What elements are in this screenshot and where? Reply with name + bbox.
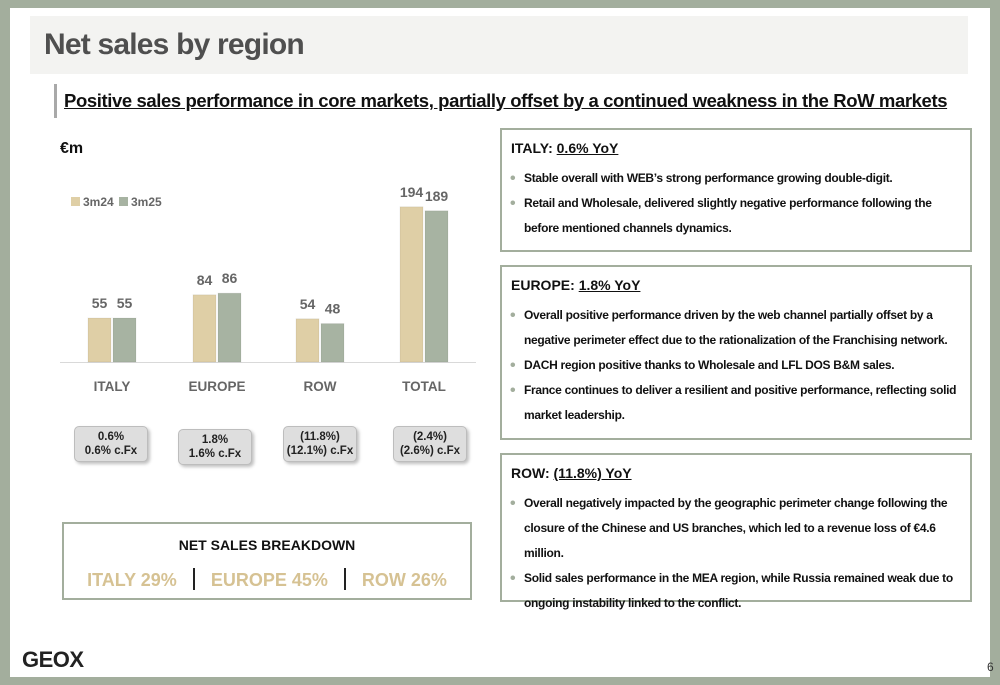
breakdown-divider	[192, 568, 195, 590]
bar-3m24-row	[295, 318, 320, 363]
data-label: 86	[222, 270, 238, 286]
data-label: 54	[300, 296, 316, 312]
breakdown-title: NET SALES BREAKDOWN	[178, 537, 356, 553]
yoy-row-cfx: (12.1%) c.Fx	[286, 445, 354, 457]
list-item: • DACH region positive thanks to Wholesal…	[508, 353, 964, 378]
bullet-icon: •	[510, 495, 516, 512]
bullet-text: DACH region positive thanks to Wholesale…	[524, 358, 895, 372]
bullet-icon: •	[510, 570, 516, 587]
legend-swatch	[71, 197, 80, 206]
list-item: • Retail and Wholesale, delivered slightl…	[508, 191, 964, 241]
list-item: • Overall negatively impacted by the geog…	[508, 491, 964, 566]
card-europe: EUROPE: 1.8% YoY • Overall positive perfo…	[500, 265, 972, 440]
card-europe-region: EUROPE:	[511, 277, 575, 293]
card-row-heading: ROW: (11.8%) YoY	[511, 465, 632, 481]
bar-3m24-italy	[87, 317, 112, 363]
bullet-icon: •	[510, 307, 516, 324]
category-label: ROW	[304, 379, 337, 394]
card-italy-yoy: 0.6% YoY	[556, 140, 619, 156]
yoy-box-row: (11.8%) (12.1%) c.Fx	[283, 426, 357, 462]
bar-3m25-europe	[217, 292, 242, 363]
yoy-italy-value: 0.6%	[97, 431, 125, 443]
bullet-text: Overall positive performance driven by t…	[524, 308, 948, 347]
bullet-icon: •	[510, 195, 516, 212]
bar-3m25-total	[424, 210, 449, 363]
card-row: ROW: (11.8%) YoY • Overall negatively imp…	[500, 453, 972, 610]
breakdown-values: ITALY 29% EUROPE 45% ROW 26%	[64, 568, 470, 591]
breakdown-italy: ITALY 29%	[87, 570, 177, 590]
page-subtitle: Positive sales performance in core marke…	[64, 90, 948, 111]
chart-unit-label: €m	[60, 140, 84, 157]
legend-swatch	[119, 197, 128, 206]
title-band: Net sales by region	[30, 16, 968, 74]
yoy-box-total: (2.4%) (2.6%) c.Fx	[393, 426, 467, 462]
breakdown-europe: EUROPE 45%	[210, 570, 328, 590]
bullet-text: Overall negatively impacted by the geogr…	[524, 496, 948, 560]
page-number: 6	[987, 660, 994, 674]
legend-label: 3m25	[131, 195, 162, 209]
list-item: • Solid sales performance in the MEA regi…	[508, 566, 964, 616]
bullet-icon: •	[510, 170, 516, 187]
data-label: 189	[425, 188, 449, 204]
bar-3m24-europe	[192, 294, 217, 363]
list-item: • Stable overall with WEB’s strong perfor…	[508, 166, 964, 191]
yoy-europe-value: 1.8%	[201, 434, 229, 446]
bar-3m25-italy	[112, 317, 137, 363]
yoy-box-europe: 1.8% 1.6% c.Fx	[178, 429, 252, 465]
yoy-row-value: (11.8%)	[300, 431, 340, 443]
card-row-region: ROW:	[511, 465, 550, 481]
data-label: 194	[400, 184, 424, 200]
yoy-europe-cfx: 1.6% c.Fx	[188, 448, 242, 460]
yoy-italy-cfx: 0.6% c.Fx	[84, 445, 138, 457]
yoy-total-cfx: (2.6%) c.Fx	[399, 445, 461, 457]
bullet-icon: •	[510, 357, 516, 374]
legend-label: 3m24	[83, 195, 114, 209]
bar-3m25-row	[320, 323, 345, 363]
geox-logo: GEOX	[22, 647, 84, 672]
data-label: 55	[92, 295, 108, 311]
net-sales-breakdown: NET SALES BREAKDOWN ITALY 29% EUROPE 45% R…	[62, 522, 472, 600]
subtitle-accent-bar	[54, 84, 57, 118]
card-italy-heading: ITALY: 0.6% YoY	[511, 140, 618, 156]
breakdown-divider	[343, 568, 346, 590]
bullet-text: France continues to deliver a resilient …	[524, 383, 957, 422]
data-label: 84	[197, 272, 213, 288]
bar-3m24-total	[399, 206, 424, 363]
yoy-total-value: (2.4%)	[413, 431, 447, 443]
category-label: ITALY	[94, 379, 131, 394]
card-europe-yoy: 1.8% YoY	[578, 277, 641, 293]
card-europe-bullets: • Overall positive performance driven by …	[508, 303, 964, 428]
category-label: TOTAL	[402, 379, 446, 394]
card-row-yoy: (11.8%) YoY	[553, 465, 632, 481]
bullet-text: Solid sales performance in the MEA regio…	[524, 571, 953, 610]
category-label: EUROPE	[188, 379, 245, 394]
data-label: 55	[117, 295, 133, 311]
bullet-text: Retail and Wholesale, delivered slightly…	[524, 196, 932, 235]
bullet-text: Stable overall with WEB’s strong perform…	[524, 171, 893, 185]
bullet-icon: •	[510, 382, 516, 399]
page-title: Net sales by region	[44, 28, 305, 61]
card-europe-heading: EUROPE: 1.8% YoY	[511, 277, 640, 293]
list-item: • Overall positive performance driven by …	[508, 303, 964, 353]
card-italy-bullets: • Stable overall with WEB’s strong perfor…	[508, 166, 964, 241]
yoy-box-italy: 0.6% 0.6% c.Fx	[74, 426, 148, 462]
card-row-bullets: • Overall negatively impacted by the geog…	[508, 491, 964, 616]
card-italy-region: ITALY:	[511, 140, 553, 156]
card-italy: ITALY: 0.6% YoY • Stable overall with WEB…	[500, 128, 972, 252]
breakdown-row: ROW 26%	[361, 570, 447, 590]
list-item: • France continues to deliver a resilient…	[508, 378, 964, 428]
data-label: 48	[325, 301, 341, 317]
